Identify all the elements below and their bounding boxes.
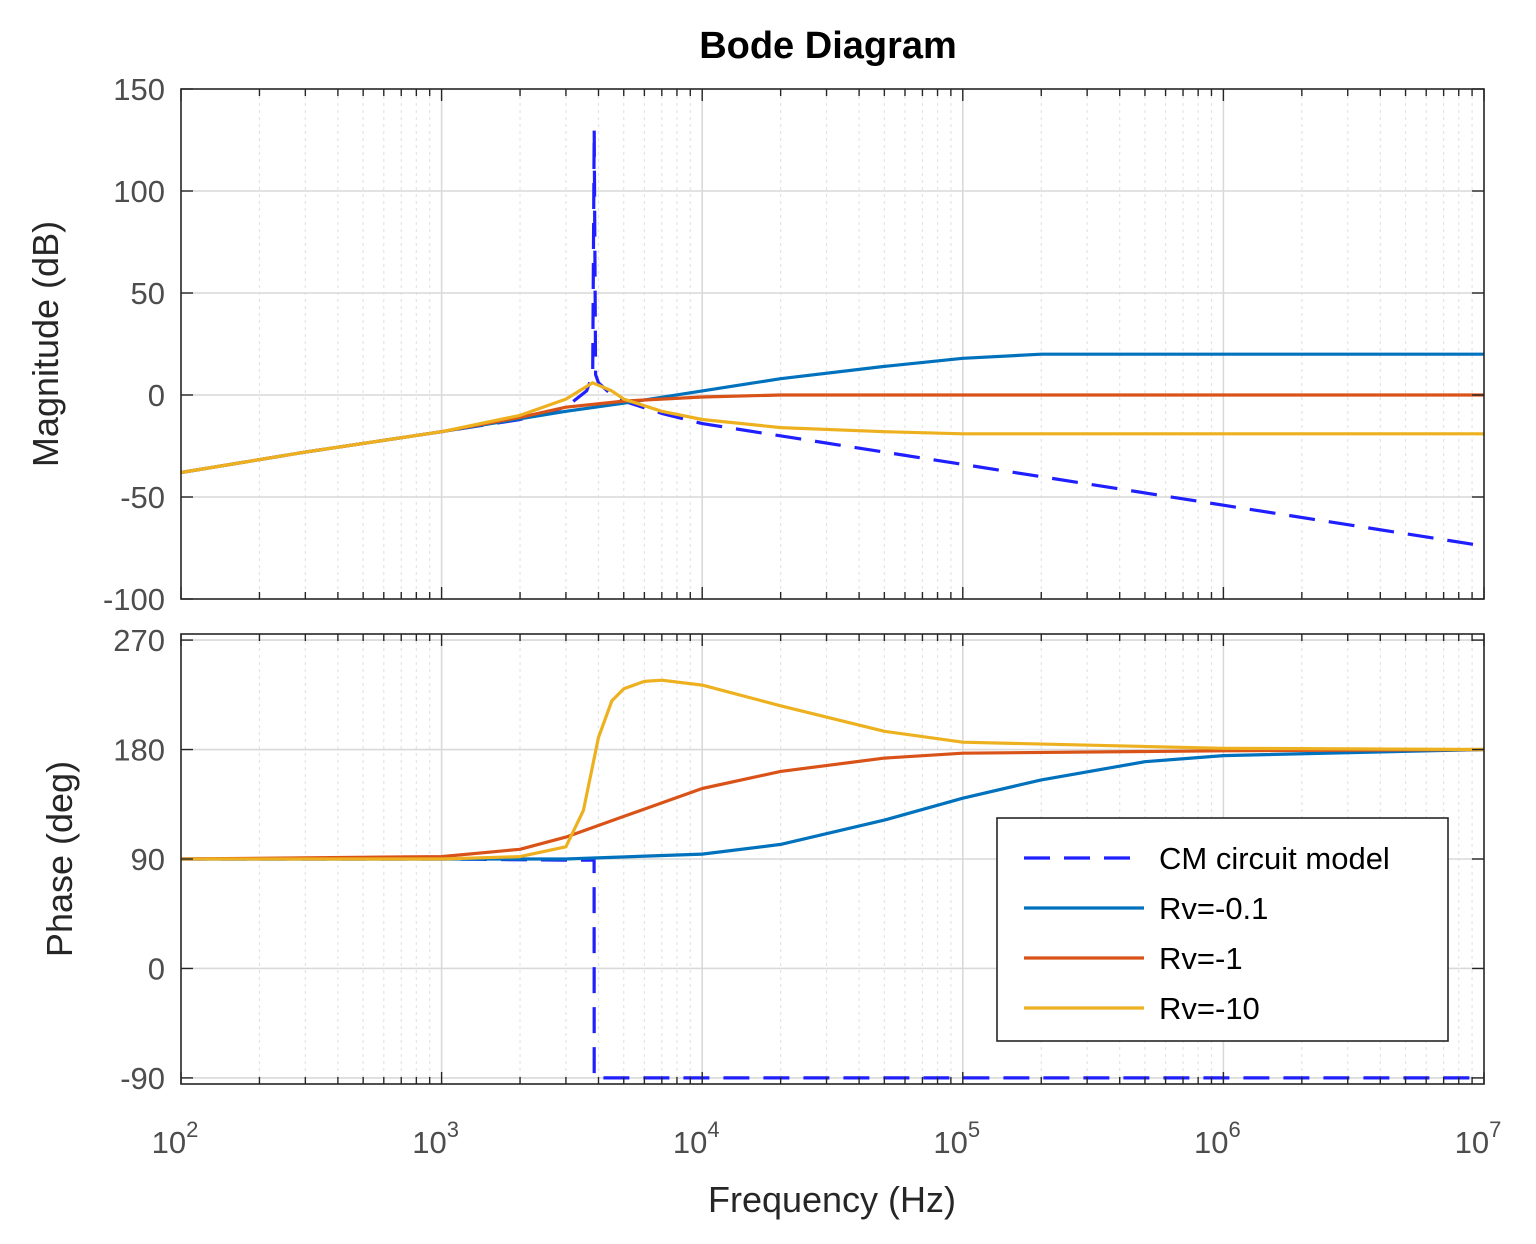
legend-box bbox=[996, 817, 1449, 1042]
phase-y-tick-label: 0 bbox=[148, 951, 165, 986]
legend-entry: CM circuit model bbox=[1159, 841, 1390, 876]
mag-grid bbox=[181, 89, 1484, 599]
mag-y-tick-label: 150 bbox=[113, 72, 165, 107]
legend: CM circuit model Rv=-0.1 Rv=-1 Rv=-10 bbox=[996, 817, 1449, 1042]
phase-y-tick-label: 270 bbox=[113, 623, 165, 658]
x-tick-label: 104 bbox=[673, 1117, 720, 1160]
legend-entry: Rv=-1 bbox=[1159, 941, 1243, 976]
phase-y-tick-label: -90 bbox=[120, 1061, 165, 1096]
mag-plot-area bbox=[181, 89, 1484, 599]
phase-y-tick-label: 90 bbox=[131, 842, 165, 877]
mag-y-axis-label: Magnitude (dB) bbox=[25, 221, 66, 467]
phase-series-rv-1 bbox=[180, 747, 1485, 861]
chart-title: Bode Diagram bbox=[699, 25, 957, 67]
mag-y-tick-label: 100 bbox=[113, 174, 165, 209]
mag-tick-marks bbox=[180, 88, 1485, 600]
mag-axes-frame bbox=[180, 88, 1485, 600]
mag-series-cm-circuit-model bbox=[180, 128, 1485, 548]
phase-y-axis-label: Phase (deg) bbox=[39, 761, 80, 957]
mag-y-tick-label: 0 bbox=[148, 378, 165, 413]
legend-entry: Rv=-0.1 bbox=[1159, 891, 1268, 926]
magnitude-panel: 150 100 50 0 -50 -100 Magnitude (dB) bbox=[25, 72, 1485, 617]
mag-y-tick-label: 50 bbox=[131, 276, 165, 311]
mag-y-tick-label: -50 bbox=[120, 480, 165, 515]
x-tick-label: 107 bbox=[1455, 1117, 1502, 1160]
phase-y-tick-label: 180 bbox=[113, 733, 165, 768]
x-tick-label: 106 bbox=[1194, 1117, 1241, 1160]
x-axis-label: Frequency (Hz) bbox=[708, 1179, 956, 1220]
mag-series-rv-10 bbox=[180, 381, 1484, 475]
x-tick-label: 105 bbox=[933, 1117, 980, 1160]
phase-series-rv-0-1 bbox=[181, 747, 1485, 861]
phase-tick-marks bbox=[180, 634, 1485, 1084]
legend-entry: Rv=-10 bbox=[1159, 991, 1260, 1026]
mag-y-tick-label: -100 bbox=[103, 582, 165, 617]
x-tick-label: 103 bbox=[412, 1117, 459, 1160]
x-axis: 102 103 104 105 106 107 Frequency (Hz) bbox=[152, 1117, 1502, 1220]
phase-series-rv-10 bbox=[181, 678, 1485, 861]
x-tick-label: 102 bbox=[152, 1117, 199, 1160]
mag-series bbox=[180, 128, 1485, 548]
